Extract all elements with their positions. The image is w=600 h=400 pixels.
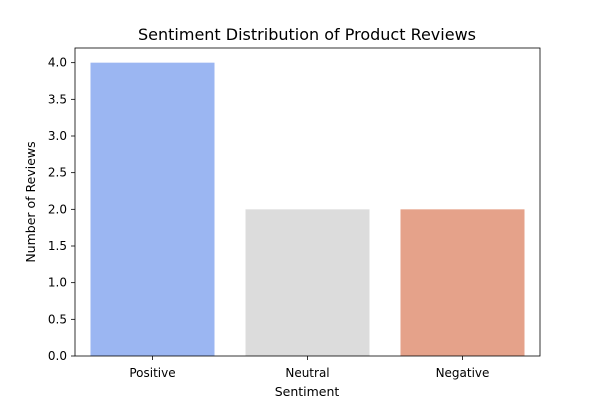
- x-tick-label: Negative: [436, 366, 490, 380]
- x-tick-label: Neutral: [285, 366, 329, 380]
- bar-neutral: [245, 209, 370, 356]
- x-tick-label: Positive: [129, 366, 175, 380]
- chart-title: Sentiment Distribution of Product Review…: [138, 25, 476, 44]
- y-tick-label: 4.0: [48, 56, 67, 70]
- bar-positive: [90, 62, 215, 357]
- y-tick-label: 2.5: [48, 166, 67, 180]
- y-tick-label: 1.5: [48, 239, 67, 253]
- y-tick-label: 0.5: [48, 312, 67, 326]
- plot-area: Positive Neutral Negative 0.0 0.5 1.0 1.5 2.0 2.…: [48, 47, 541, 380]
- y-tick-label: 3.5: [48, 92, 67, 106]
- bar-negative: [400, 209, 525, 356]
- x-axis-label: Sentiment: [275, 384, 340, 399]
- y-tick-label: 0.0: [48, 349, 67, 363]
- plot-frame: [74, 47, 541, 357]
- y-tick-label: 2.0: [48, 202, 67, 216]
- y-tick-label: 3.0: [48, 129, 67, 143]
- y-tick-label: 1.0: [48, 276, 67, 290]
- y-axis-label: Number of Reviews: [23, 141, 38, 262]
